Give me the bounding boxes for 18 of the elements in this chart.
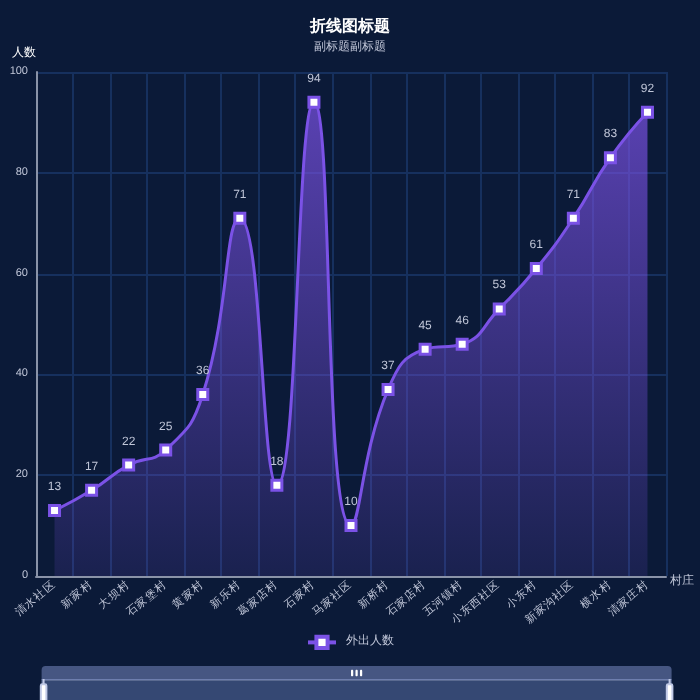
point <box>159 443 173 457</box>
point <box>48 503 62 517</box>
chart-title: 折线图标题 <box>308 17 390 35</box>
point <box>455 337 469 351</box>
point <box>640 105 654 119</box>
point <box>307 95 321 109</box>
point <box>270 478 284 492</box>
point <box>492 302 506 316</box>
point <box>529 262 543 276</box>
point <box>85 483 99 497</box>
point <box>344 519 358 533</box>
point <box>418 342 432 356</box>
point <box>566 211 580 225</box>
point <box>603 151 617 165</box>
point <box>233 211 247 225</box>
point <box>381 383 395 397</box>
point <box>196 388 210 402</box>
point <box>122 458 136 472</box>
